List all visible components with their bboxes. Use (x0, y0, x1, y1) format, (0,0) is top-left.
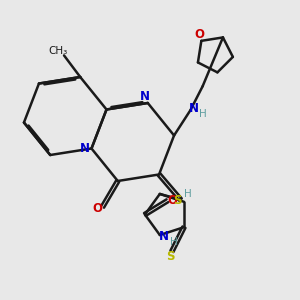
Text: N: N (159, 230, 169, 243)
Text: S: S (166, 250, 175, 263)
Text: N: N (140, 91, 150, 103)
Text: H: H (199, 109, 207, 119)
Text: O: O (168, 194, 178, 207)
Text: O: O (92, 202, 102, 215)
Text: H: H (170, 237, 178, 247)
Text: N: N (189, 102, 199, 115)
Text: O: O (195, 28, 205, 41)
Text: CH₃: CH₃ (48, 46, 68, 56)
Text: N: N (80, 142, 90, 155)
Text: H: H (184, 189, 192, 199)
Text: S: S (173, 194, 182, 207)
